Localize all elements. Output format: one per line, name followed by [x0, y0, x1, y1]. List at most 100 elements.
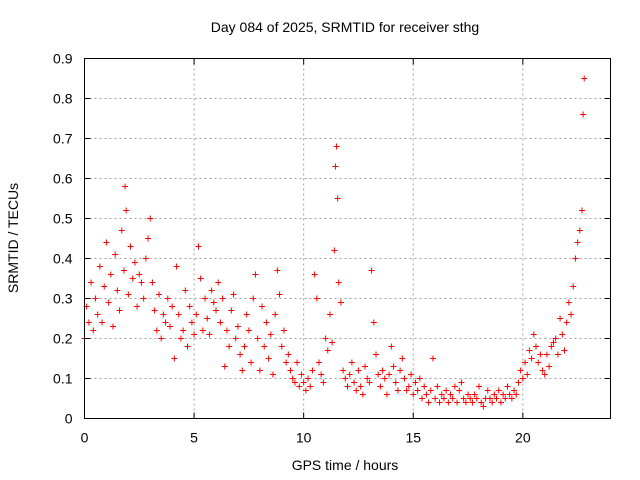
data-point: [313, 295, 320, 302]
data-point: [122, 183, 129, 190]
data-point: [467, 395, 474, 402]
data-point: [414, 387, 421, 394]
data-point: [283, 359, 290, 366]
data-point: [85, 319, 92, 326]
data-point: [537, 351, 544, 358]
y-tick-label: 0.6: [53, 171, 73, 187]
y-axis-label: SRMTID / TECUs: [5, 183, 21, 293]
data-point: [379, 367, 386, 374]
data-point: [333, 143, 340, 150]
data-point: [125, 291, 132, 298]
y-tick-label: 0.9: [53, 51, 73, 67]
data-point: [99, 319, 106, 326]
data-point: [232, 335, 239, 342]
data-point: [561, 347, 568, 354]
data-point: [515, 379, 522, 386]
data-point: [305, 375, 312, 382]
data-point: [386, 371, 393, 378]
data-point: [513, 391, 520, 398]
data-point: [456, 387, 463, 394]
data-point: [153, 327, 160, 334]
data-point: [329, 339, 336, 346]
data-point: [186, 303, 193, 310]
data-point: [158, 335, 165, 342]
data-point: [296, 383, 303, 390]
data-point: [550, 339, 557, 346]
data-point: [511, 387, 518, 394]
data-point: [416, 375, 423, 382]
data-point: [541, 371, 548, 378]
data-point: [484, 387, 491, 394]
data-point: [568, 311, 575, 318]
data-point: [471, 391, 478, 398]
data-point: [399, 355, 406, 362]
data-point: [436, 399, 443, 406]
data-point: [131, 259, 138, 266]
data-point: [563, 319, 570, 326]
data-point: [412, 379, 419, 386]
data-point: [440, 395, 447, 402]
data-point: [142, 255, 149, 262]
data-point: [105, 299, 112, 306]
data-point: [438, 391, 445, 398]
data-point: [579, 207, 586, 214]
data-point: [405, 383, 412, 390]
data-point: [489, 399, 496, 406]
data-point: [476, 383, 482, 390]
data-point: [230, 291, 237, 298]
data-point: [136, 271, 143, 278]
data-point: [302, 387, 309, 394]
data-point: [332, 163, 339, 170]
data-point: [274, 267, 281, 274]
data-point: [506, 391, 513, 398]
data-point: [147, 215, 154, 222]
data-point: [101, 283, 108, 290]
x-tick-label: 15: [405, 430, 421, 446]
y-tick-label: 0.7: [53, 131, 73, 147]
data-point: [322, 335, 329, 342]
data-point: [307, 383, 314, 390]
x-tick-label: 20: [515, 430, 531, 446]
data-point: [443, 387, 450, 394]
data-point: [206, 331, 213, 338]
data-point: [219, 295, 226, 302]
data-point: [344, 383, 351, 390]
data-point: [94, 311, 101, 318]
data-point: [539, 367, 546, 374]
data-point: [473, 395, 480, 402]
data-point: [103, 239, 110, 246]
data-point: [508, 395, 515, 402]
data-point: [193, 311, 200, 318]
data-point: [460, 395, 467, 402]
data-point: [114, 287, 121, 294]
data-point: [298, 371, 305, 378]
data-point: [151, 307, 158, 314]
data-point: [173, 263, 180, 270]
axis-ticks: 0 0.1 0.2 0.3 0.4 0.5 0.6 0.7 0.8 0.9 0 5 10 15 20: [53, 51, 611, 446]
data-point: [423, 391, 430, 398]
data-point: [353, 387, 360, 394]
data-point: [419, 395, 426, 402]
data-point: [208, 287, 215, 294]
data-point: [160, 311, 167, 318]
data-point: [324, 347, 331, 354]
grid-lines: [84, 58, 611, 419]
data-point: [107, 271, 114, 278]
data-point: [112, 251, 119, 258]
data-point: [500, 391, 507, 398]
data-point: [351, 379, 358, 386]
data-point: [118, 227, 125, 234]
data-point: [434, 383, 441, 390]
data-point: [401, 375, 408, 382]
data-point: [478, 399, 485, 406]
data-point: [486, 395, 493, 402]
data-point: [116, 307, 123, 314]
data-point: [241, 343, 248, 350]
data-point: [278, 343, 285, 350]
data-point: [265, 355, 272, 362]
data-point: [316, 359, 323, 366]
data-point: [90, 327, 97, 334]
data-point: [462, 399, 469, 406]
data-point: [250, 295, 257, 302]
data-point: [377, 383, 384, 390]
